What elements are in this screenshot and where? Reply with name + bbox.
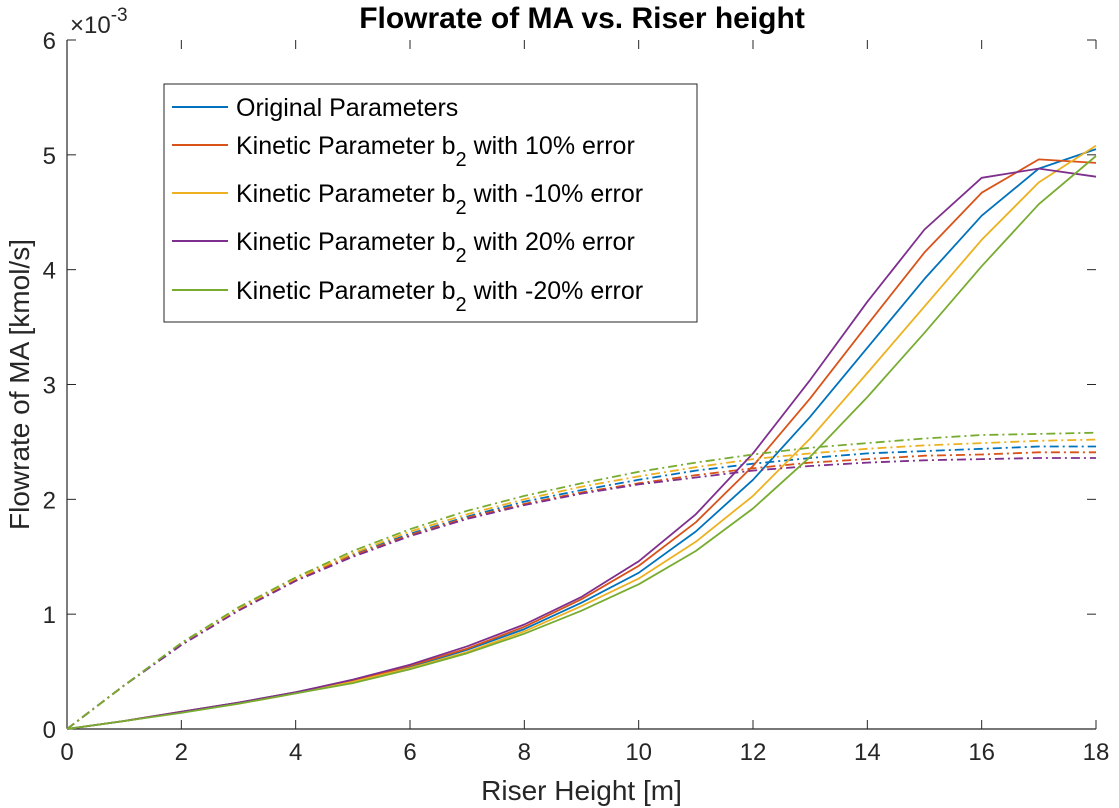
legend-entry-2: Kinetic Parameter b2 with -10% error [236,180,643,219]
x-axis-label: Riser Height [m] [481,775,682,806]
y-axis-exponent: ×10-3 [70,5,128,39]
x-tick-label: 4 [289,739,302,766]
x-tick-label: 18 [1083,739,1110,766]
x-tick-label: 10 [625,739,652,766]
legend-entry-subscript: 2 [456,149,467,171]
legend-entry-suffix: with 10% error [467,132,635,160]
series-line-solid-4 [66,155,1097,730]
series-line-dashdot-3 [66,457,1096,730]
x-tick-label: 6 [403,739,416,766]
series-line-dashdot-4 [66,431,1097,730]
y-axis-exponent-power: -3 [111,5,128,26]
legend-entry-suffix: with -10% error [467,180,643,208]
legend-entry-text: Kinetic Parameter b [236,132,456,160]
y-tick-label: 6 [43,28,56,55]
series-line-dashdot-2 [66,438,1097,730]
y-axis-exponent-base: ×10 [70,12,111,39]
y-axis-label: Flowrate of MA [kmol/s] [4,239,35,530]
y-tick-label: 1 [43,602,56,629]
legend-entry-subscript: 2 [456,245,467,267]
legend: Original Parameters Kinetic Parameter b2 … [163,83,698,323]
legend-entry-4: Kinetic Parameter b2 with -20% error [236,277,643,316]
legend-box [163,83,698,323]
legend-entry-suffix: with 20% error [467,228,635,256]
y-tick-label: 0 [43,717,56,744]
chart-title: Flowrate of MA vs. Riser height [359,2,805,35]
x-tick-label: 0 [60,739,73,766]
series-line-dashdot-1 [66,451,1096,730]
legend-entry-text: Kinetic Parameter b [236,277,456,305]
x-tick-label: 16 [968,739,995,766]
legend-entry-3: Kinetic Parameter b2 with 20% error [236,228,635,267]
x-tick-label: 2 [175,739,188,766]
y-tick-label: 3 [43,373,56,400]
x-tick-label: 14 [854,739,881,766]
legend-entry-subscript: 2 [456,294,467,316]
legend-entry-suffix: with -20% error [467,277,643,305]
y-tick-label: 5 [43,143,56,170]
legend-entry-text: Kinetic Parameter b [236,180,456,208]
y-tick-label: 2 [43,487,56,514]
legend-entry-subscript: 2 [456,197,467,219]
series-line-solid-3 [66,167,1097,730]
legend-entry-text: Original Parameters [236,94,458,122]
series-layer [66,144,1097,730]
legend-entry-1: Kinetic Parameter b2 with 10% error [236,132,635,171]
legend-entry-0: Original Parameters [236,94,458,122]
x-tick-label: 8 [518,739,531,766]
legend-entry-text: Kinetic Parameter b [236,228,456,256]
y-tick-label: 4 [43,258,56,285]
x-tick-label: 12 [740,739,767,766]
